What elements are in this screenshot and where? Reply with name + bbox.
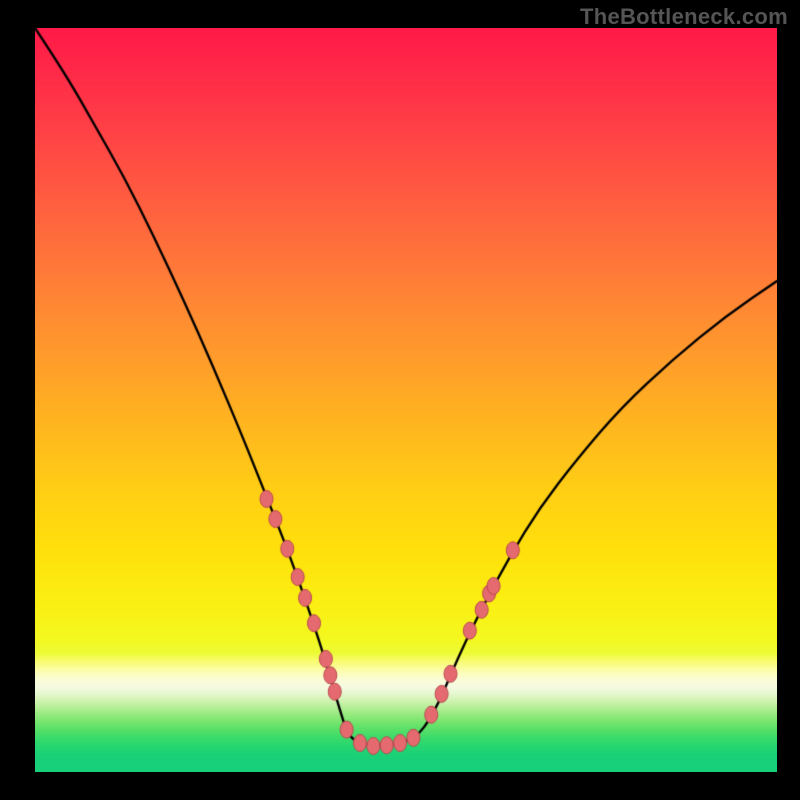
marker-layer: [35, 28, 777, 772]
plot-area: [35, 28, 777, 772]
chart-container: TheBottleneck.com: [0, 0, 800, 800]
watermark-text: TheBottleneck.com: [580, 4, 788, 30]
